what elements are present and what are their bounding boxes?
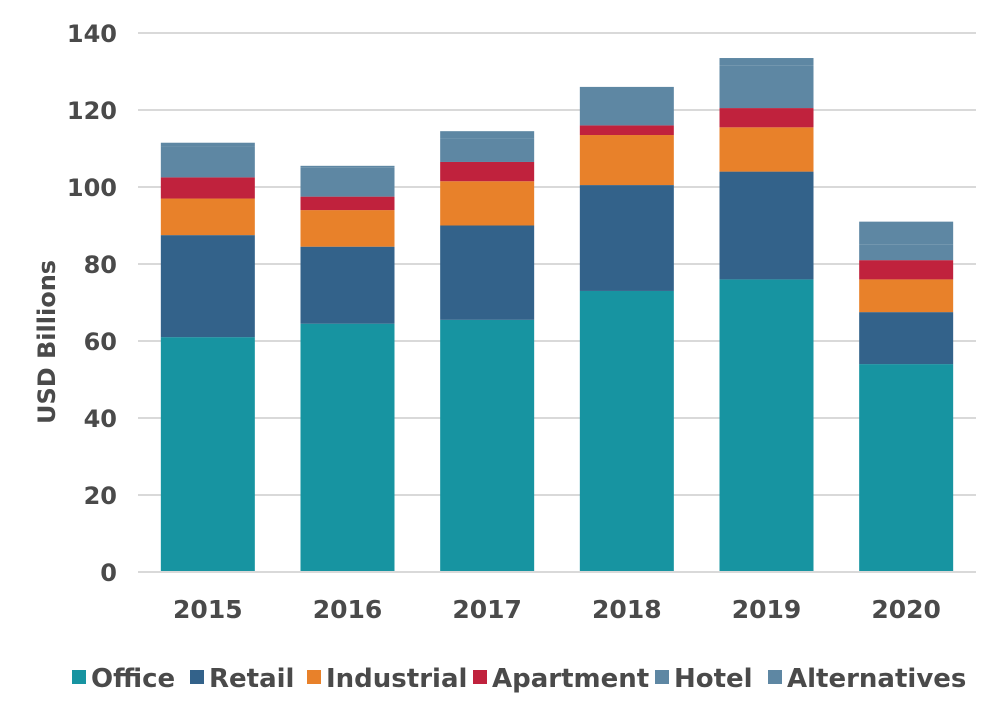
bar-retail-2019 <box>719 171 814 280</box>
y-tick-label: 40 <box>84 405 117 433</box>
bar-hotel-2018 <box>579 86 674 126</box>
bar-industrial-2019 <box>719 127 814 172</box>
bar-industrial-2020 <box>859 279 954 313</box>
bar-industrial-2016 <box>300 210 395 247</box>
bar-retail-2015 <box>160 235 255 338</box>
y-axis-label: USD Billions <box>33 260 61 424</box>
gridlines <box>138 32 976 496</box>
bar-office-2020 <box>859 364 954 572</box>
x-tick-label: 2018 <box>592 595 662 624</box>
legend-swatch-alternatives <box>768 670 782 684</box>
bar-alternatives-2019 <box>719 58 814 66</box>
legend-swatch-industrial <box>307 670 321 684</box>
bar-industrial-2018 <box>579 135 674 186</box>
bar-retail-2017 <box>440 225 535 320</box>
legend-label-alternatives: Alternatives <box>787 664 966 694</box>
bar-apartment-2018 <box>579 125 674 136</box>
legend-label-industrial: Industrial <box>326 664 467 694</box>
bar-office-2017 <box>440 319 535 572</box>
x-tick-label: 2015 <box>173 595 243 624</box>
bar-hotel-2017 <box>440 138 535 162</box>
legend-swatch-apartment <box>473 670 487 684</box>
x-tick-label: 2019 <box>732 595 802 624</box>
bar-office-2018 <box>579 290 674 572</box>
y-tick-label: 0 <box>100 559 117 587</box>
bar-office-2019 <box>719 279 814 572</box>
legend-label-apartment: Apartment <box>492 664 649 694</box>
legend: Office Retail Industrial Apartment Hotel Alte… <box>72 664 966 694</box>
bar-industrial-2017 <box>440 181 535 226</box>
bar-apartment-2019 <box>719 108 814 128</box>
legend-label-hotel: Hotel <box>674 664 753 694</box>
y-tick-label: 140 <box>67 20 117 48</box>
bar-alternatives-2017 <box>440 131 535 139</box>
bar-retail-2016 <box>300 246 395 324</box>
legend-swatch-hotel <box>655 670 669 684</box>
bars <box>160 58 954 572</box>
x-tick-label: 2017 <box>452 595 522 624</box>
y-tick-label: 80 <box>84 251 117 279</box>
bar-apartment-2015 <box>160 177 255 199</box>
bar-apartment-2020 <box>859 260 954 280</box>
legend-swatch-office <box>72 670 86 684</box>
bar-retail-2020 <box>859 312 954 365</box>
x-axis-ticks: 2015 2016 2017 2018 2019 2020 <box>173 595 941 624</box>
x-tick-label: 2020 <box>871 595 941 624</box>
bar-industrial-2015 <box>160 198 255 236</box>
y-tick-label: 60 <box>84 328 117 356</box>
bar-alternatives-2020 <box>859 221 954 245</box>
legend-swatch-retail <box>190 670 204 684</box>
x-tick-label: 2016 <box>313 595 383 624</box>
bar-alternatives-2015 <box>160 142 255 147</box>
y-tick-label: 120 <box>67 97 117 125</box>
bar-hotel-2019 <box>719 65 814 109</box>
bar-office-2016 <box>300 323 395 572</box>
y-axis-ticks: 0 20 40 60 80 100 120 140 <box>67 20 117 587</box>
bar-retail-2018 <box>579 185 674 291</box>
bar-hotel-2020 <box>859 244 954 261</box>
legend-label-office: Office <box>91 664 175 694</box>
bar-office-2015 <box>160 337 255 572</box>
bar-apartment-2017 <box>440 161 535 182</box>
y-tick-label: 100 <box>67 174 117 202</box>
bar-hotel-2016 <box>300 167 395 197</box>
y-tick-label: 20 <box>84 482 117 510</box>
legend-label-retail: Retail <box>209 664 294 694</box>
bar-alternatives-2016 <box>300 165 395 168</box>
bar-hotel-2015 <box>160 146 255 178</box>
bar-apartment-2016 <box>300 196 395 211</box>
